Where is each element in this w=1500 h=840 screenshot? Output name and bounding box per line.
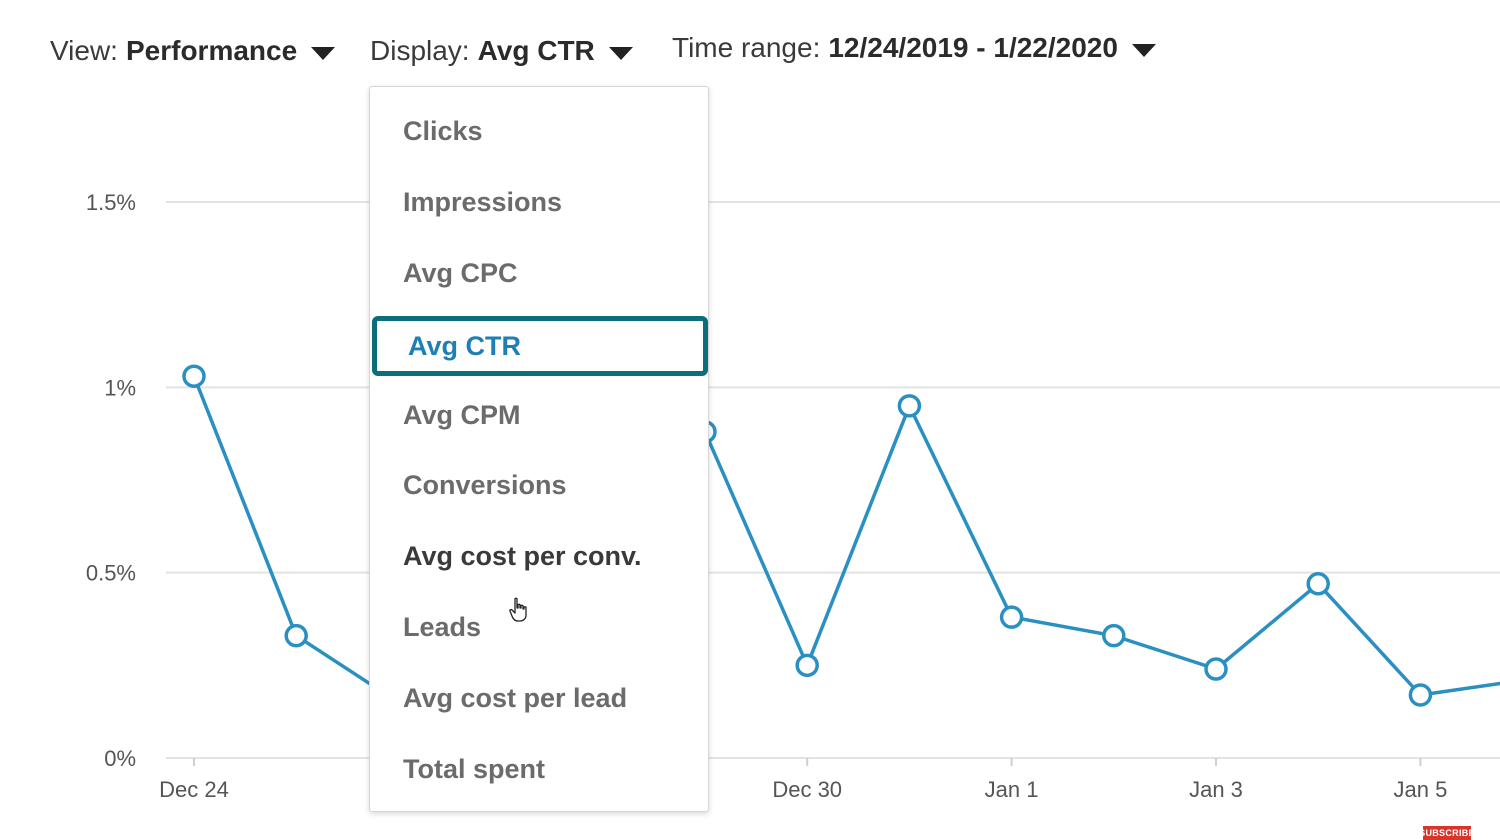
menu-item-conversions[interactable]: Conversions — [403, 469, 567, 500]
x-tick-label: Dec 24 — [159, 777, 229, 802]
data-point[interactable] — [795, 653, 819, 678]
data-point[interactable] — [897, 394, 922, 418]
x-tick-label: Jan 3 — [1189, 777, 1243, 802]
menu-item-avg-ctr[interactable]: Avg CTR — [372, 316, 708, 376]
caret-down-icon — [311, 46, 336, 60]
menu-item-impressions[interactable]: Impressions — [403, 186, 563, 217]
display-label: Display: — [370, 35, 470, 66]
time-range-value: 12/24/2019 - 1/22/2020 — [828, 32, 1118, 63]
data-point[interactable] — [1102, 623, 1126, 648]
menu-item-total-spent[interactable]: Total spent — [403, 753, 546, 784]
menu-item-avg-cpc[interactable]: Avg CPC — [403, 257, 518, 288]
caret-down-icon — [1131, 43, 1156, 57]
x-tick-label: Jan 5 — [1393, 777, 1447, 802]
x-tick-label: Dec 30 — [772, 777, 842, 802]
view-value: Performance — [125, 35, 298, 66]
data-point[interactable] — [1306, 572, 1330, 596]
display-dropdown[interactable]: Display: Avg CTR — [370, 30, 633, 72]
view-label: View: — [50, 35, 118, 66]
display-value: Avg CTR — [477, 35, 595, 66]
display-metric-menu: Clicks Impressions Avg CPC Avg CTR Avg C… — [369, 86, 709, 812]
menu-item-avg-cost-per-conv[interactable]: Avg cost per conv. — [403, 540, 642, 571]
subscribe-badge[interactable]: SUBSCRIBE — [1419, 826, 1475, 840]
data-point[interactable] — [999, 605, 1024, 629]
menu-item-leads[interactable]: Leads — [403, 611, 482, 642]
x-tick-label: Jan 1 — [985, 777, 1039, 802]
y-tick-label: 0% — [104, 746, 136, 771]
y-tick-label: 0.5% — [86, 561, 136, 586]
view-dropdown[interactable]: View: Performance — [50, 30, 336, 72]
hand-cursor-icon — [509, 597, 527, 622]
data-point[interactable] — [1204, 657, 1228, 681]
y-tick-label: 1% — [104, 375, 136, 400]
menu-item-clicks[interactable]: Clicks — [403, 115, 483, 146]
data-point[interactable] — [182, 364, 206, 388]
data-point[interactable] — [284, 623, 308, 648]
menu-item-avg-cpm[interactable]: Avg CPM — [403, 399, 521, 430]
time-range-dropdown[interactable]: Time range: 12/24/2019 - 1/22/2020 — [672, 27, 1156, 69]
caret-down-icon — [608, 46, 633, 60]
data-point[interactable] — [1408, 683, 1433, 707]
time-range-label: Time range: — [672, 32, 821, 63]
menu-item-avg-cost-per-lead[interactable]: Avg cost per lead — [403, 682, 628, 713]
chart-grid — [166, 201, 1500, 759]
y-axis: 0% 0.5% 1% 1.5% — [86, 190, 136, 771]
y-tick-label: 1.5% — [86, 190, 136, 215]
